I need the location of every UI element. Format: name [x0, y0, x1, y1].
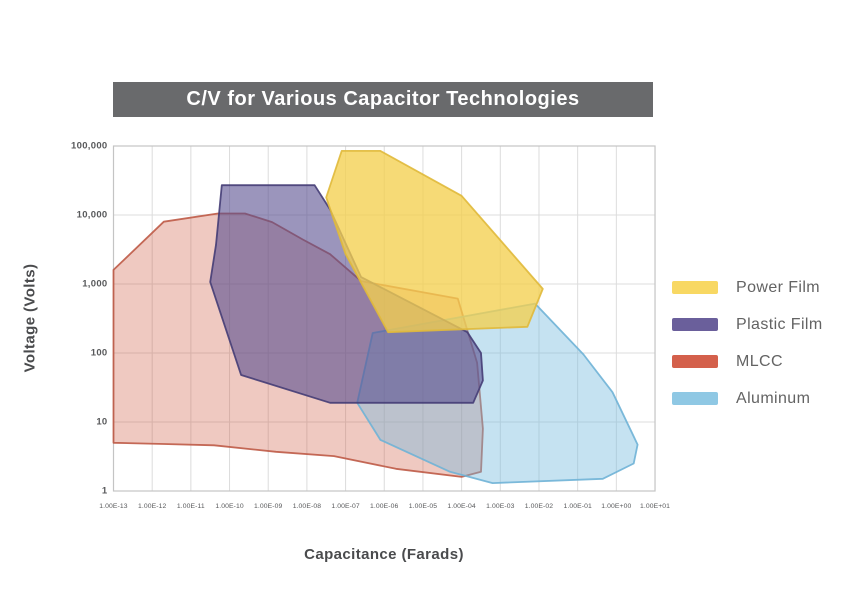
- x-tick-label: 1.00E+00: [601, 503, 632, 510]
- y-tick-label: 100: [90, 347, 108, 359]
- y-axis-title: Voltage (Volts): [21, 263, 39, 373]
- legend-item-aluminum: Aluminum: [672, 389, 823, 407]
- y-tick-label: 1,000: [82, 278, 108, 290]
- x-tick-label: 1.00E-05: [408, 503, 438, 510]
- x-tick-label: 1.00E-02: [524, 503, 554, 510]
- x-tick-label: 1.00E+01: [639, 503, 671, 510]
- legend-label: MLCC: [736, 352, 783, 370]
- legend-swatch: [672, 355, 718, 368]
- x-tick-label: 1.00E-06: [370, 503, 399, 510]
- chart-title: C/V for Various Capacitor Technologies: [186, 88, 580, 110]
- x-tick-label: 1.00E-04: [447, 503, 476, 510]
- legend-item-plastic-film: Plastic Film: [672, 315, 823, 333]
- legend-item-power-film: Power Film: [672, 278, 823, 296]
- x-tick-label: 1.00E-03: [486, 503, 515, 510]
- legend-label: Plastic Film: [736, 315, 823, 333]
- y-tick-label: 10,000: [76, 209, 108, 221]
- legend: Power Film Plastic Film MLCC Aluminum: [672, 278, 823, 428]
- legend-swatch: [672, 318, 718, 331]
- y-tick-label: 1: [101, 485, 108, 497]
- legend-item-mlcc: MLCC: [672, 352, 823, 370]
- x-axis-title: Capacitance (Farads): [304, 546, 464, 563]
- legend-swatch: [672, 392, 718, 405]
- region-power-film: [325, 149, 544, 334]
- chart-title-banner: C/V for Various Capacitor Technologies: [113, 82, 653, 117]
- y-tick-label: 10: [96, 416, 108, 428]
- x-tick-label: 1.00E-09: [254, 503, 283, 510]
- x-tick-label: 1.00E-13: [99, 503, 128, 510]
- x-tick-label: 1.00E-07: [331, 503, 360, 510]
- legend-label: Power Film: [736, 278, 821, 296]
- legend-label: Aluminum: [736, 389, 811, 407]
- x-tick-label: 1.00E-08: [292, 503, 322, 510]
- x-tick-label: 1.00E-12: [137, 503, 167, 510]
- x-tick-label: 1.00E-10: [215, 503, 244, 510]
- legend-swatch: [672, 281, 718, 294]
- x-tick-label: 1.00E-11: [176, 503, 205, 510]
- x-tick-label: 1.00E-01: [563, 503, 592, 510]
- y-tick-label: 100,000: [71, 140, 108, 152]
